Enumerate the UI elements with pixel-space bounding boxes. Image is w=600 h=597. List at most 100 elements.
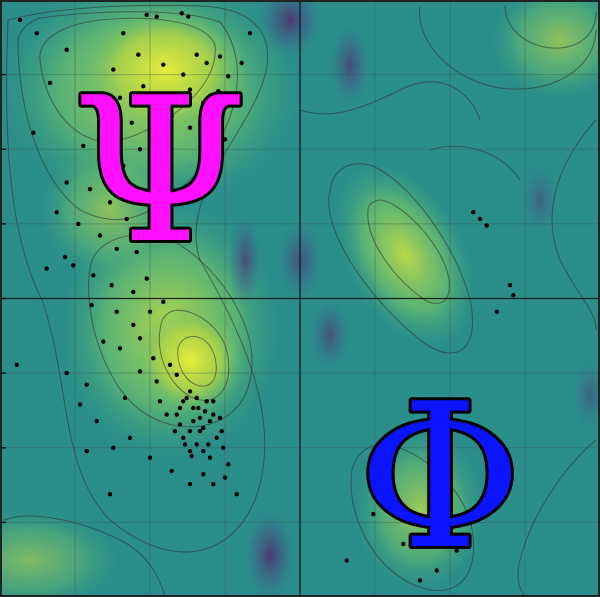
- data-point: [169, 468, 174, 474]
- scatter-points: [14, 11, 516, 583]
- data-point: [91, 273, 96, 278]
- data-point: [206, 442, 211, 447]
- low-trough-2: [227, 210, 263, 310]
- data-point: [144, 276, 149, 281]
- data-point: [54, 210, 59, 215]
- data-point: [137, 336, 143, 341]
- data-point: [211, 482, 216, 487]
- contour-alpha-l-outer: [328, 163, 474, 354]
- data-point: [117, 95, 123, 101]
- data-point: [131, 322, 136, 328]
- data-point: [157, 399, 163, 404]
- data-point: [239, 60, 244, 66]
- data-point: [211, 399, 216, 404]
- data-point: [151, 356, 156, 361]
- data-point: [177, 405, 183, 411]
- data-point: [44, 266, 49, 271]
- data-point: [31, 130, 36, 135]
- data-point: [144, 12, 149, 18]
- data-point: [122, 395, 128, 401]
- data-point: [189, 453, 194, 459]
- data-point: [191, 419, 196, 424]
- data-point: [89, 302, 94, 308]
- data-point: [64, 370, 69, 376]
- upper-right-region: [490, 0, 600, 100]
- data-point: [179, 11, 184, 16]
- data-point: [181, 72, 186, 77]
- data-point: [401, 541, 406, 547]
- contour-alpha-inner: [158, 309, 230, 401]
- data-point: [64, 47, 69, 52]
- data-point: [494, 309, 499, 314]
- phi-label: Φ: [358, 361, 522, 594]
- data-point: [216, 89, 221, 94]
- data-point: [127, 435, 133, 440]
- data-point: [47, 80, 53, 86]
- data-point: [511, 293, 516, 298]
- data-point: [207, 455, 213, 460]
- data-point: [169, 113, 174, 119]
- data-point: [157, 94, 163, 99]
- data-point: [187, 429, 193, 434]
- data-point: [187, 125, 193, 130]
- data-point: [87, 186, 93, 192]
- data-point: [507, 283, 513, 288]
- data-point: [371, 511, 376, 517]
- data-point: [172, 429, 178, 434]
- psi-label: Ψ: [72, 55, 247, 288]
- data-point: [454, 548, 459, 553]
- data-point: [167, 362, 173, 367]
- data-point: [202, 409, 208, 414]
- beta-core: [80, 5, 250, 135]
- data-point: [99, 155, 104, 160]
- alpha-l-region: [334, 162, 476, 348]
- data-point: [187, 87, 193, 92]
- contour-mid-band-2: [429, 145, 521, 181]
- data-point: [194, 395, 199, 401]
- data-point: [17, 17, 23, 23]
- data-point: [201, 425, 206, 431]
- data-point: [471, 210, 476, 215]
- data-point: [164, 412, 169, 417]
- low-trough-top: [255, 0, 325, 60]
- data-point: [107, 492, 113, 497]
- contour-right-edge: [551, 119, 597, 331]
- data-point: [114, 246, 119, 251]
- data-point: [154, 379, 159, 384]
- data-point: [197, 415, 203, 421]
- data-point: [219, 429, 224, 434]
- low-trough-bottom: [242, 505, 298, 597]
- data-point: [147, 455, 153, 460]
- data-point: [76, 221, 81, 227]
- lower-right-region: [355, 430, 485, 590]
- data-point: [197, 429, 203, 434]
- data-point: [176, 100, 181, 106]
- data-point: [111, 445, 116, 450]
- data-point: [194, 442, 199, 447]
- data-point: [206, 115, 211, 120]
- data-point: [187, 448, 193, 454]
- data-point: [247, 31, 253, 36]
- data-point: [152, 133, 158, 139]
- data-point: [187, 482, 193, 487]
- data-point: [147, 309, 153, 314]
- data-point: [107, 200, 113, 205]
- contour-lower-right: [350, 444, 475, 591]
- data-point: [134, 249, 139, 255]
- data-point: [221, 445, 226, 450]
- data-point: [191, 405, 196, 411]
- data-point: [174, 372, 179, 377]
- data-point: [177, 422, 183, 427]
- contour-lines: [3, 4, 597, 597]
- data-point: [181, 435, 186, 440]
- data-point: [84, 448, 89, 454]
- low-trough-4: [308, 295, 352, 375]
- contour-right-bottom: [517, 439, 597, 597]
- data-point: [14, 362, 19, 367]
- data-point: [121, 163, 126, 168]
- data-point: [226, 74, 231, 79]
- data-point: [211, 412, 216, 417]
- data-point: [434, 568, 439, 573]
